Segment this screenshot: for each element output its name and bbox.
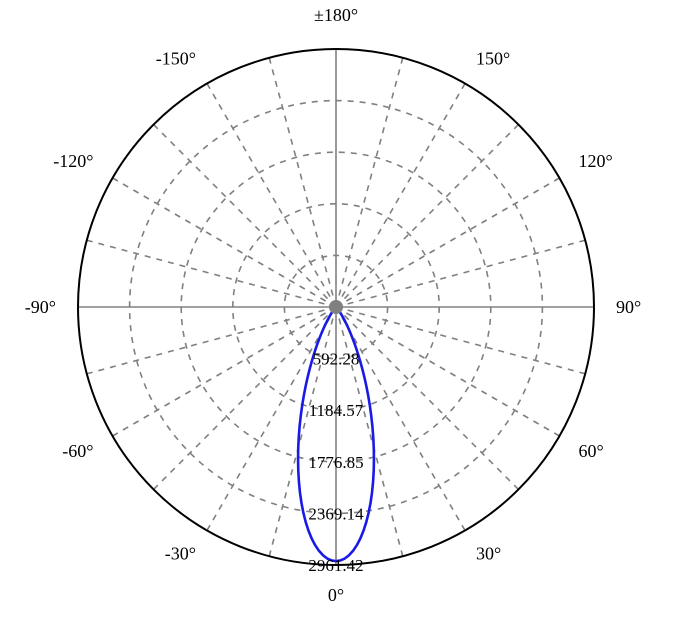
angle-label: ±180° bbox=[314, 5, 358, 25]
angle-label: 0° bbox=[328, 585, 344, 605]
radial-tick-label: 2369.14 bbox=[308, 504, 364, 523]
radial-tick-label: 2961.42 bbox=[308, 556, 363, 575]
angle-label: -30° bbox=[165, 543, 196, 563]
angle-label: -90° bbox=[25, 297, 56, 317]
polar-chart: 592.28 1184.57 1776.85 2369.14 2961.42 0° 30° 6… bbox=[0, 0, 684, 617]
angle-label: 60° bbox=[578, 441, 603, 461]
angle-label: -150° bbox=[156, 49, 196, 69]
angle-label: 120° bbox=[578, 151, 612, 171]
center-dot bbox=[329, 300, 343, 314]
angle-label: -120° bbox=[53, 151, 93, 171]
angle-label: 90° bbox=[616, 297, 641, 317]
radial-tick-label: 592.28 bbox=[313, 350, 360, 369]
radial-tick-label: 1184.57 bbox=[309, 401, 364, 420]
angle-label: 30° bbox=[476, 543, 501, 563]
angle-label: -60° bbox=[62, 441, 93, 461]
radial-tick-label: 1776.85 bbox=[308, 453, 363, 472]
angle-label: 150° bbox=[476, 49, 510, 69]
